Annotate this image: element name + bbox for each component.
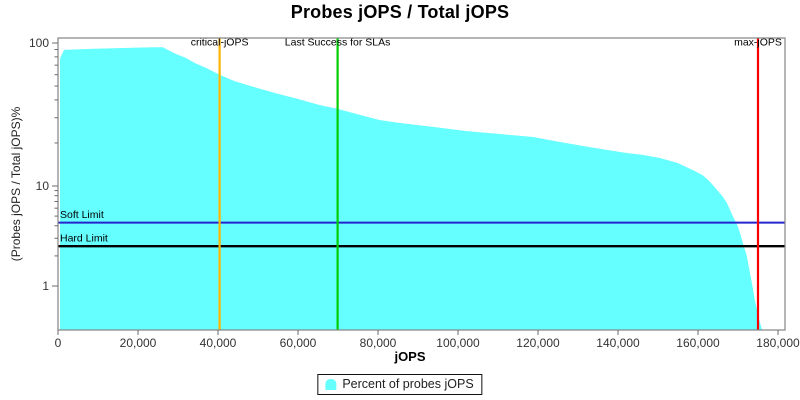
x-tick-label: 160,000 [676,336,720,350]
x-tick-label: 120,000 [516,336,560,350]
max-jops-label: max-jOPS [734,37,782,49]
x-tick-label: 40,000 [200,336,237,350]
y-tick-label: 10 [36,179,50,193]
critical-jops-label: critical-jOPS [191,37,249,49]
y-axis: 100 10 1 [29,36,58,293]
legend: Percent of probes jOPS [317,374,483,395]
soft-limit-label: Soft Limit [60,209,104,221]
chart-title: Probes jOPS / Total jOPS [290,2,510,22]
x-tick-label: 80,000 [360,336,397,350]
x-tick-label: 100,000 [436,336,480,350]
x-tick-label: 20,000 [120,336,157,350]
legend-swatch-icon [325,378,337,390]
last-success-for-slas-label: Last Success for SLAs [285,37,391,49]
vertical-marker-lines: critical-jOPS Last Success for SLAs max-jO… [191,37,782,330]
x-tick-label: 60,000 [280,336,317,350]
x-tick-label: 0 [55,336,62,350]
x-tick-label: 140,000 [596,336,640,350]
probes-area-series [60,47,762,330]
horizontal-limit-lines: Soft Limit Hard Limit [58,209,785,248]
x-axis: 0 20,000 40,000 60,000 80,000 100,000 120,000 1… [55,330,800,364]
plot-border [57,37,786,331]
x-tick-label: 180,000 [756,336,800,350]
y-tick-label: 1 [42,279,49,293]
hard-limit-label: Hard Limit [60,233,108,245]
legend-label: Percent of probes jOPS [342,377,474,391]
y-axis-title: (Probes jOPS / Total jOPS)% [9,106,23,262]
y-tick-label: 100 [29,36,49,50]
x-axis-title: jOPS [393,349,425,364]
